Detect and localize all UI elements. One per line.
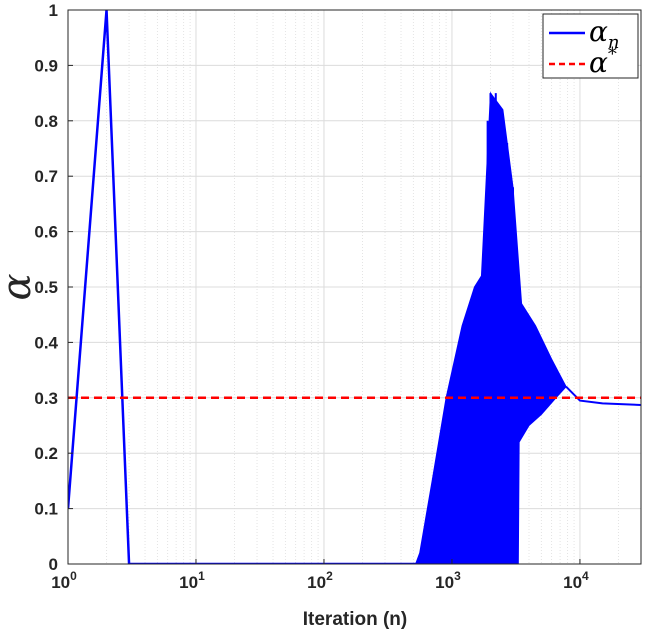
- y-tick-label: 0.8: [34, 112, 58, 131]
- y-tick-label: 0: [49, 555, 58, 574]
- y-tick-label: 0.2: [34, 444, 58, 463]
- series-layer: [68, 10, 641, 564]
- y-axis-ticks: 0 0.1 0.2 0.3 0.4 0.5 0.6 0.7 0.8 0.9 1: [34, 1, 73, 574]
- alpha-n-tail-line: [565, 386, 641, 407]
- y-tick-label: 0.5: [34, 278, 58, 297]
- y-tick-label: 1: [49, 1, 58, 20]
- alpha-n-line: [68, 10, 420, 564]
- y-tick-label: 0.3: [34, 389, 58, 408]
- x-axis-label: Iteration (n): [303, 609, 408, 630]
- x-axis-ticks: 100 101 102 103 104: [51, 559, 589, 592]
- y-tick-label: 0.9: [34, 56, 58, 75]
- x-tick-label: 104: [563, 569, 589, 592]
- alpha-n-oscillation-band: [415, 91, 567, 564]
- legend-label-alpha-n: αn: [589, 15, 620, 53]
- legend: αn α*: [542, 13, 639, 79]
- x-tick-label: 100: [51, 569, 77, 592]
- y-tick-label: 0.6: [34, 223, 58, 242]
- x-tick-label: 102: [307, 569, 333, 592]
- legend-label-alpha-star: α*: [589, 44, 617, 79]
- legend-box: [542, 13, 639, 79]
- x-tick-label: 101: [179, 569, 205, 592]
- y-tick-label: 0.1: [34, 500, 58, 519]
- y-tick-label: 0.7: [34, 167, 58, 186]
- y-tick-label: 0.4: [34, 333, 58, 352]
- y-axis-label: α: [0, 273, 40, 300]
- x-tick-label: 103: [435, 569, 461, 592]
